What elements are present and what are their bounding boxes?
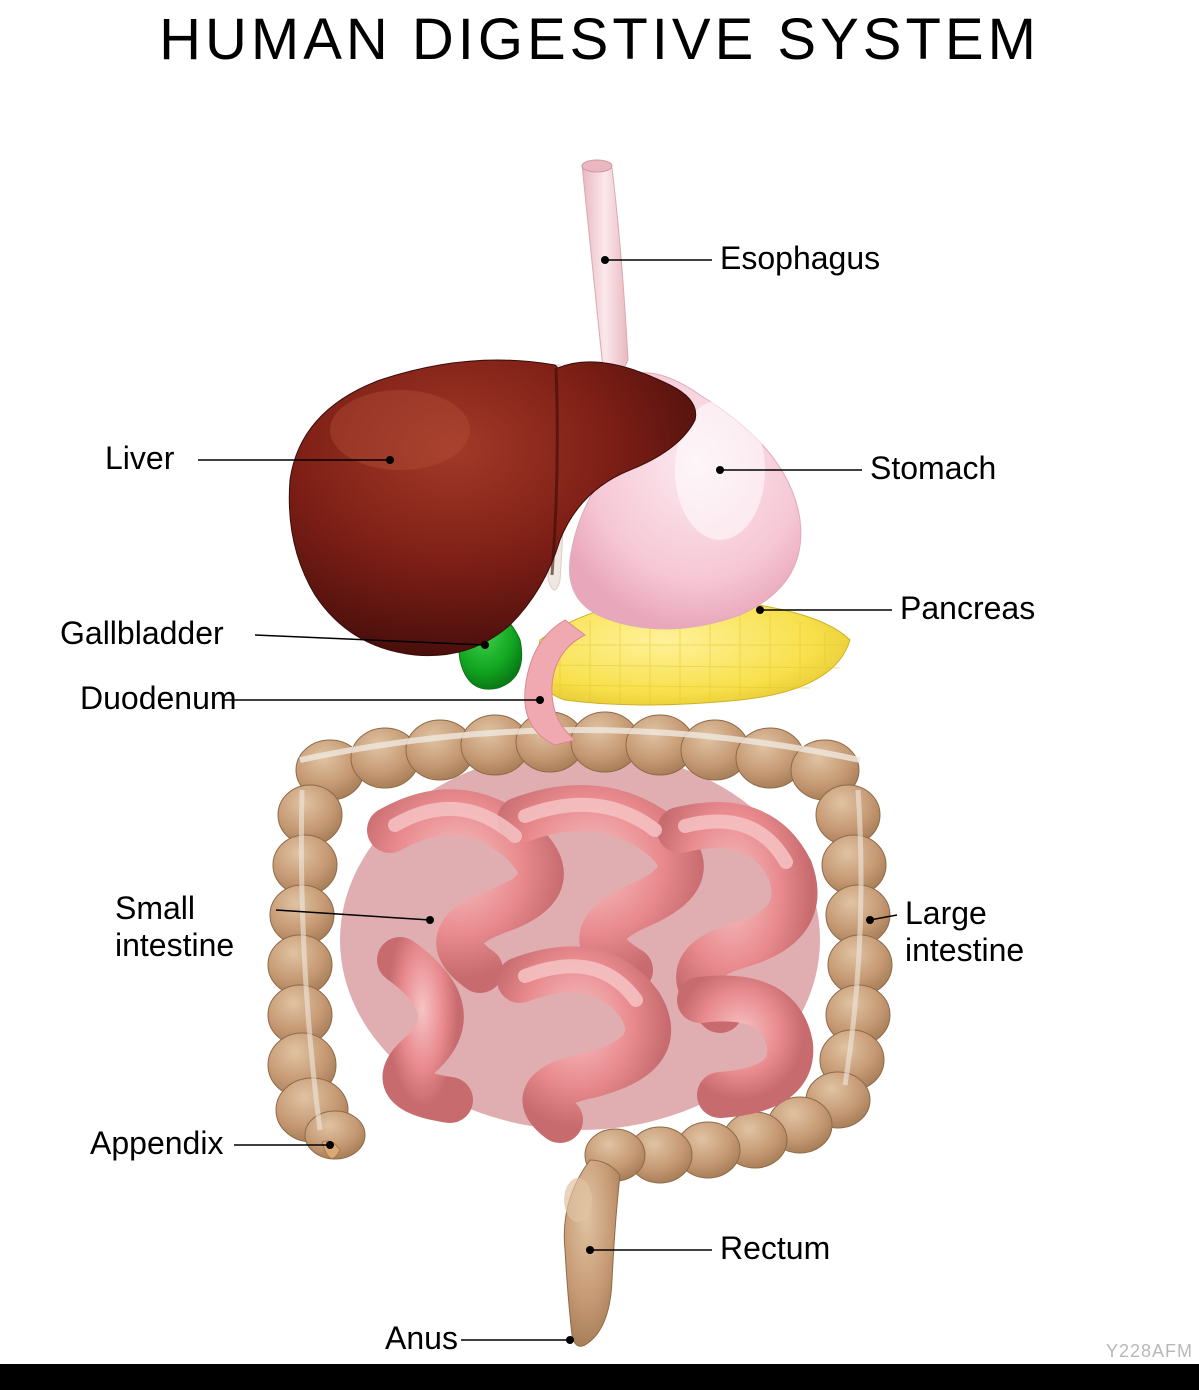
label-duodenum: Duodenum [80,680,237,717]
label-large_intestine: Large intestine [905,895,1024,969]
label-gallbladder: Gallbladder [60,615,224,652]
label-esophagus: Esophagus [720,240,880,277]
label-small_intestine: Small intestine [115,890,234,964]
label-anus: Anus [385,1320,458,1357]
label-stomach: Stomach [870,450,996,487]
label-pancreas: Pancreas [900,590,1035,627]
label-liver: Liver [105,440,174,477]
label-rectum: Rectum [720,1230,830,1267]
esophagus-organ [582,160,628,378]
label-appendix: Appendix [90,1125,223,1162]
stock-watermark: Y228AFM [1106,1341,1193,1362]
footer-bar [0,1364,1199,1390]
